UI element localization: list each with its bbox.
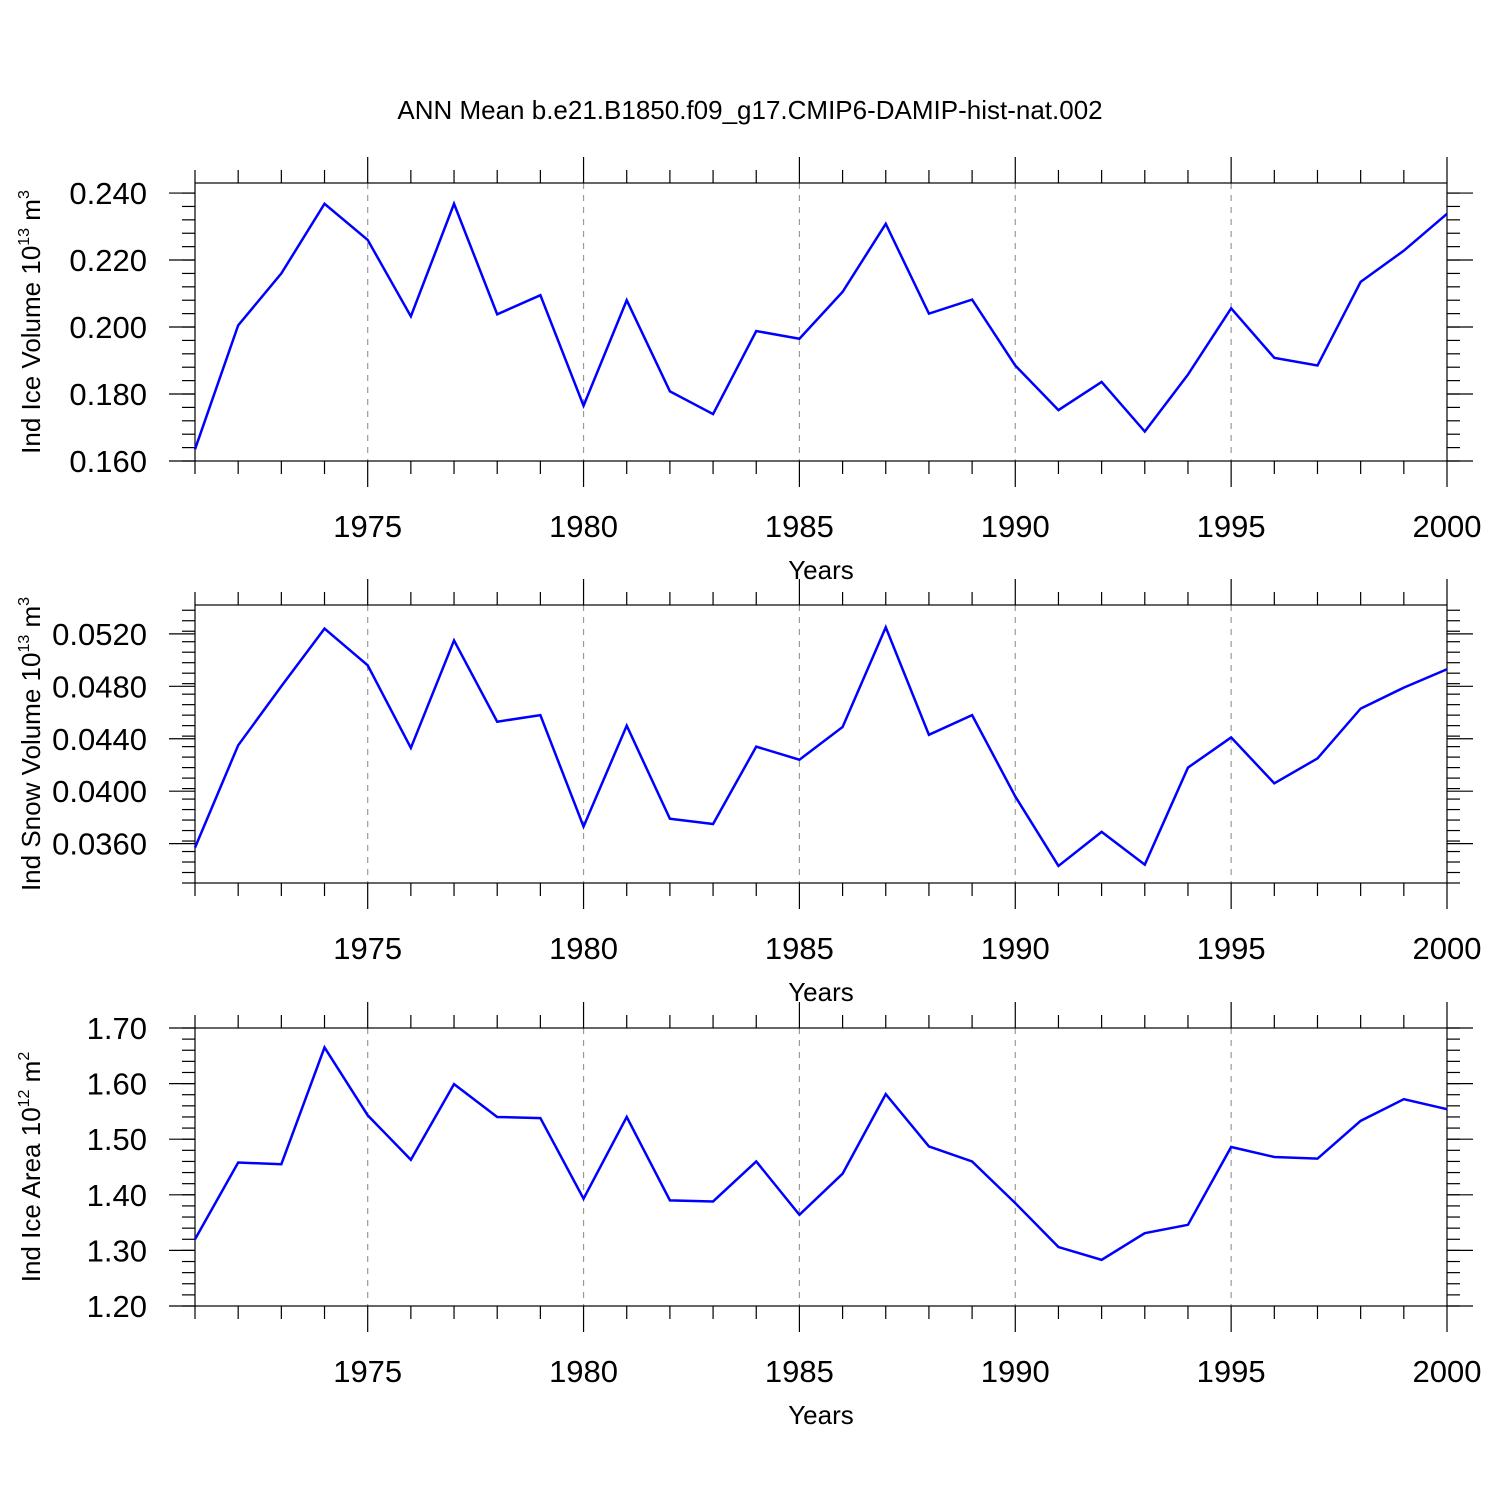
- series-line-1: [193, 200, 1448, 450]
- y-tick-label: 1.60: [87, 1067, 147, 1102]
- plot-frame: [194, 1027, 1448, 1307]
- y-axis-label: Ind Ice Area 1012 m2: [16, 1052, 46, 1283]
- y-tick-label: 0.0480: [52, 669, 147, 704]
- y-tick-label: 1.50: [87, 1122, 147, 1157]
- y-tick-label: 0.160: [69, 444, 147, 479]
- y-tick-label: 0.180: [69, 377, 147, 412]
- series-line-2: [193, 624, 1448, 868]
- x-tick-label: 1980: [549, 509, 618, 544]
- x-tick-label: 2000: [1413, 509, 1482, 544]
- y-tick-label: 0.0520: [52, 617, 147, 652]
- y-axis-label: Ind Ice Volume 1013 m3: [16, 190, 46, 454]
- chart-panel-3: 1.20 1.30 1.40 1.50 1.60 1.70 1975 1980 1985 1990…: [16, 1002, 1481, 1430]
- y-axis-label-text: m: [16, 606, 46, 635]
- y-tick-label: 1.40: [87, 1178, 147, 1213]
- y-axis-label-text: m: [16, 1061, 46, 1090]
- x-tick-label: 1995: [1197, 931, 1266, 966]
- x-tick-label: 1990: [981, 509, 1050, 544]
- y-tick-label: 0.0360: [52, 827, 147, 862]
- y-tick-label: 0.220: [69, 243, 147, 278]
- y-tick-label: 1.20: [87, 1289, 147, 1324]
- y-axis-label-exponent: 12: [16, 1089, 33, 1107]
- x-tick-label: 1980: [549, 1354, 618, 1389]
- y-tick-label: 1.70: [87, 1011, 147, 1046]
- chart-panel-2: 0.0360 0.0400 0.0440 0.0480 0.0520 1975 1980 19…: [16, 579, 1481, 1007]
- y-axis-label-text: Ind Snow Volume 10: [16, 653, 46, 892]
- x-axis-label: Years: [788, 555, 854, 585]
- x-tick-label: 1990: [981, 931, 1050, 966]
- y-tick-label: 1.30: [87, 1233, 147, 1268]
- x-tick-label: 1975: [333, 931, 402, 966]
- x-tick-label: 1995: [1197, 1354, 1266, 1389]
- y-tick-label: 0.0400: [52, 774, 147, 809]
- figure-title: ANN Mean b.e21.B1850.f09_g17.CMIP6-DAMIP…: [397, 95, 1102, 125]
- y-axis-label-text: Ind Ice Area 10: [16, 1107, 46, 1282]
- y-axis-label-exponent: 3: [16, 597, 33, 606]
- y-axis-label-exponent: 13: [16, 228, 33, 246]
- y-axis-label-exponent: 3: [16, 190, 33, 199]
- plot-frame: [194, 182, 1448, 462]
- x-tick-label: 1995: [1197, 509, 1266, 544]
- y-tick-label: 0.0440: [52, 722, 147, 757]
- y-axis-label-exponent: 2: [16, 1052, 33, 1061]
- x-axis-label: Years: [788, 1400, 854, 1430]
- x-axis-label: Years: [788, 977, 854, 1007]
- y-tick-label: 0.200: [69, 310, 147, 345]
- x-tick-label: 1980: [549, 931, 618, 966]
- y-axis-label-text: Ind Ice Volume 10: [16, 246, 46, 454]
- y-tick-label: 0.240: [69, 176, 147, 211]
- y-axis-label-exponent: 13: [16, 635, 33, 653]
- x-tick-label: 1975: [333, 509, 402, 544]
- series-line-3: [193, 1044, 1448, 1262]
- x-tick-label: 1985: [765, 931, 834, 966]
- x-tick-label: 1985: [765, 1354, 834, 1389]
- x-tick-label: 1975: [333, 1354, 402, 1389]
- x-tick-label: 1985: [765, 509, 834, 544]
- x-tick-label: 1990: [981, 1354, 1050, 1389]
- x-tick-label: 2000: [1413, 931, 1482, 966]
- x-tick-label: 2000: [1413, 1354, 1482, 1389]
- plot-frame: [194, 604, 1448, 884]
- y-axis-label: Ind Snow Volume 1013 m3: [16, 597, 46, 891]
- y-axis-label-text: m: [16, 199, 46, 228]
- chart-panel-1: 0.160 0.180 0.200 0.220 0.240 1975 1980 1985 199…: [16, 157, 1481, 585]
